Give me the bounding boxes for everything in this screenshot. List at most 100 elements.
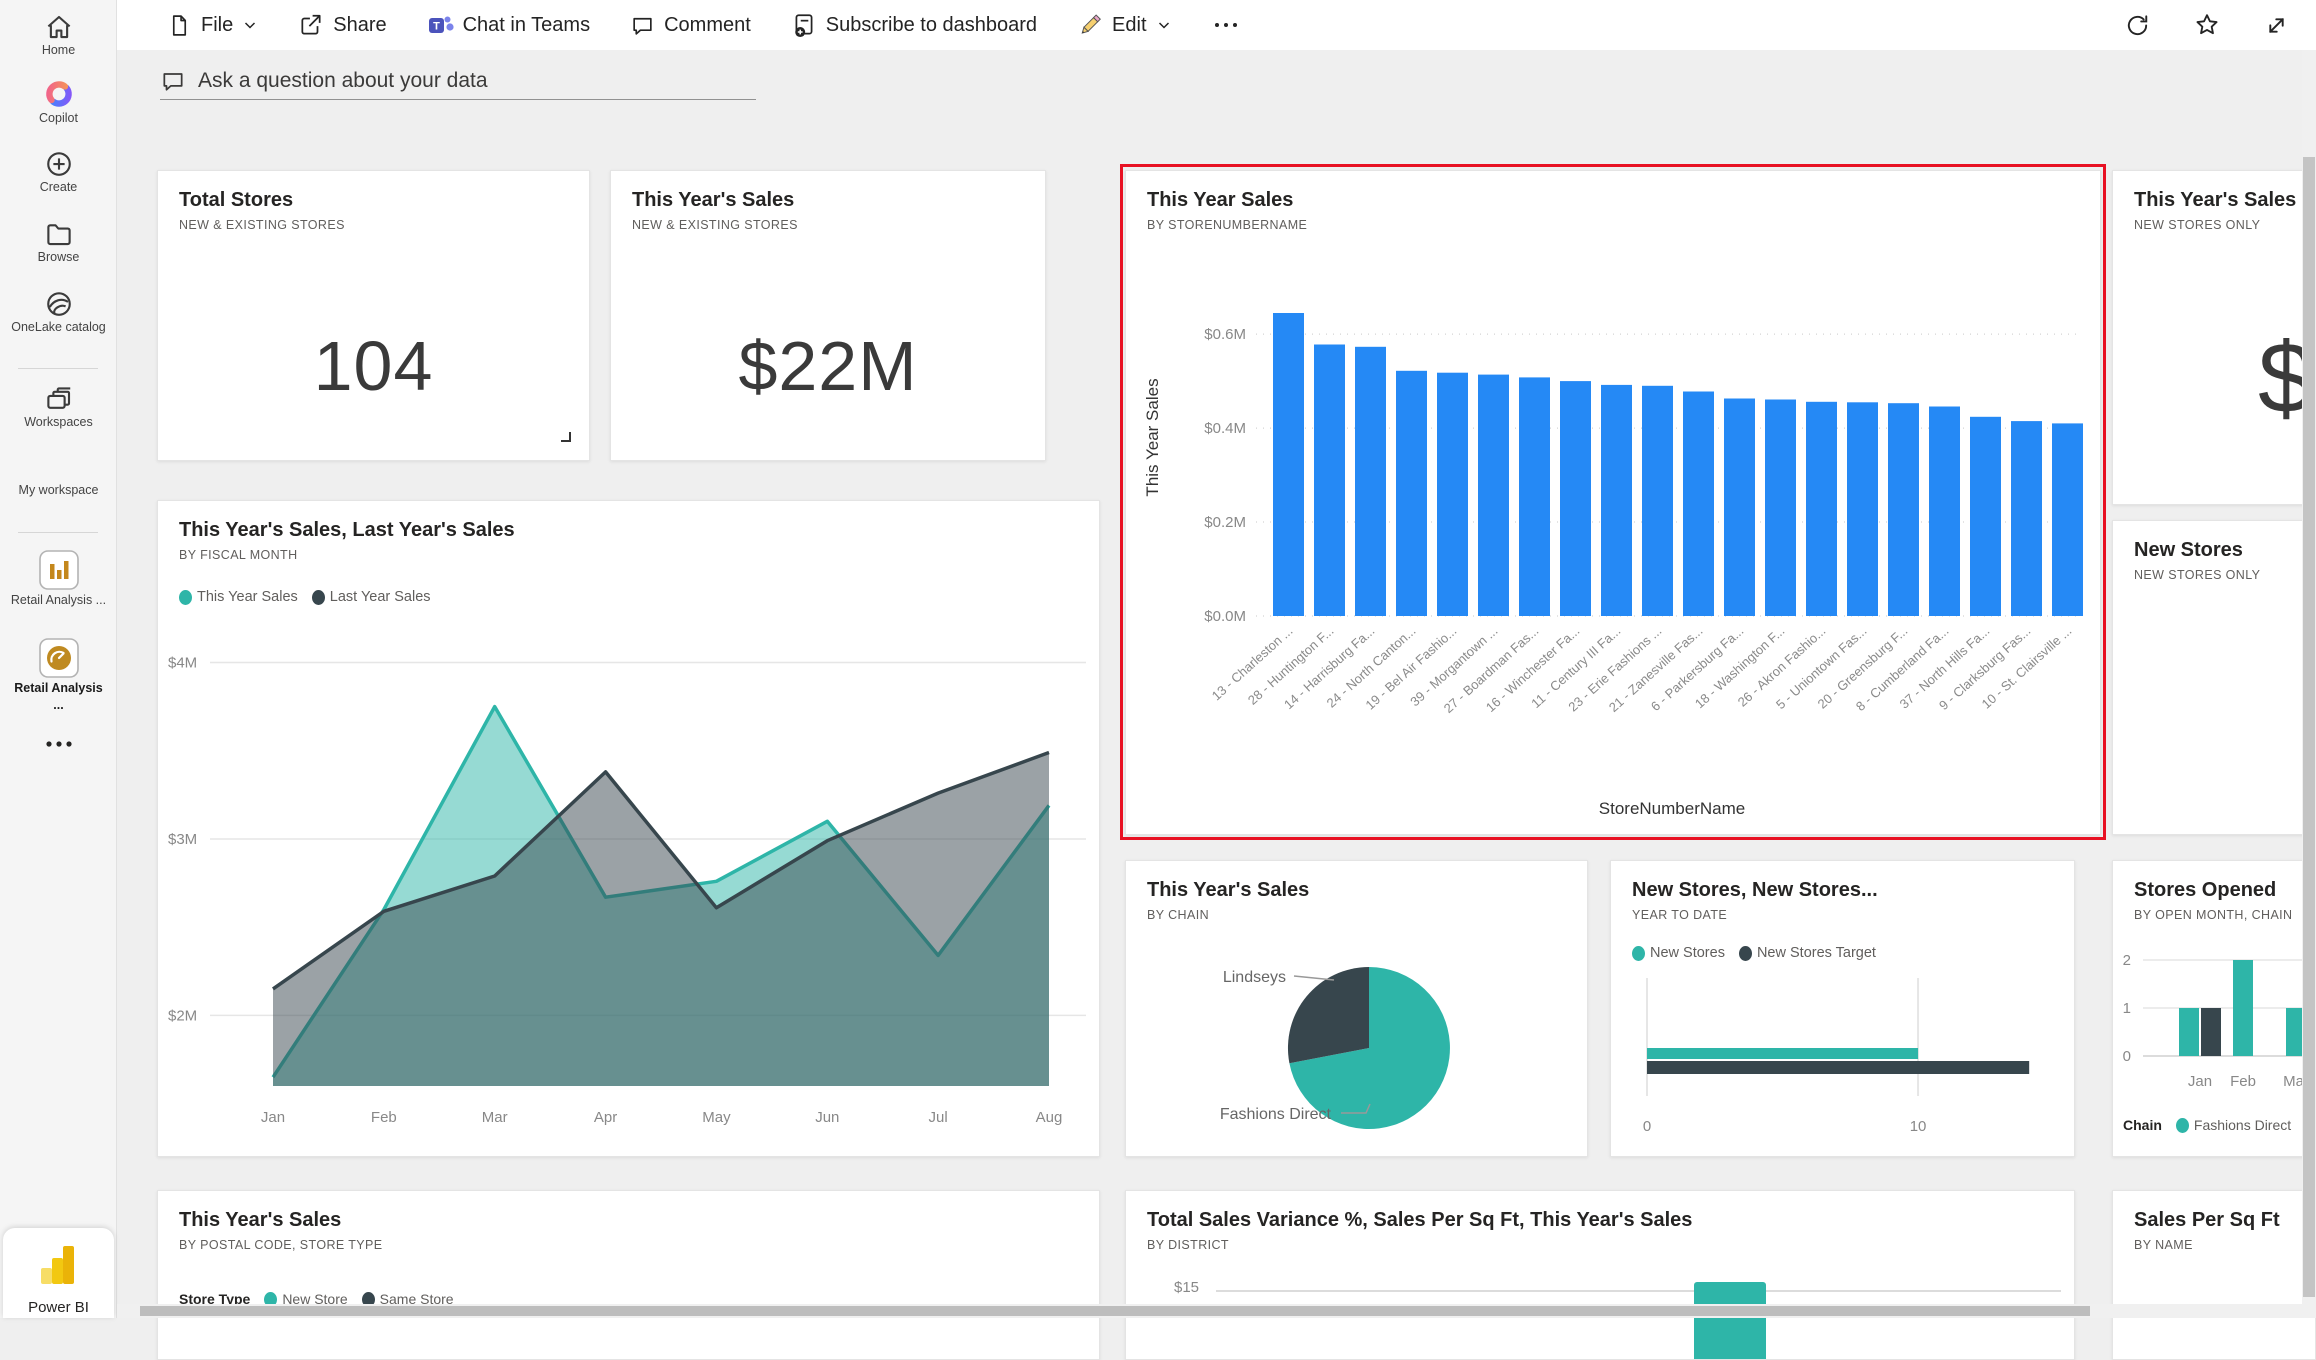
svg-text:Feb: Feb xyxy=(371,1109,397,1126)
qna-input[interactable]: Ask a question about your data xyxy=(160,62,756,100)
power-bi-brand[interactable]: Power BI xyxy=(3,1228,114,1318)
legend-dot-teal xyxy=(1632,946,1645,961)
sidebar-item-label: Retail Analysis ... xyxy=(9,592,109,609)
qna-placeholder: Ask a question about your data xyxy=(198,69,488,93)
subscribe-button[interactable]: Subscribe to dashboard xyxy=(791,12,1037,38)
teams-icon: T xyxy=(427,12,454,39)
tile-total-stores[interactable]: Total Stores NEW & EXISTING STORES 104 xyxy=(157,170,590,461)
sidebar-item-label: My workspace xyxy=(11,482,107,499)
sidebar-item-my-workspace[interactable]: My workspace xyxy=(0,482,117,499)
tile-new-stores-sales-card[interactable]: This Year's Sales NEW STORES ONLY $ xyxy=(2112,170,2316,505)
share-button[interactable]: Share xyxy=(298,12,386,38)
comment-button[interactable]: Comment xyxy=(630,13,751,38)
legend-dot-teal xyxy=(179,590,192,605)
fullscreen-button[interactable] xyxy=(2263,12,2290,39)
tile-chain-pie-chart[interactable]: This Year's Sales BY CHAIN LindseysFashi… xyxy=(1125,860,1588,1157)
tile-store-sales-bar-chart[interactable]: This Year Sales BY STORENUMBERNAME $0.0M… xyxy=(1125,170,2101,835)
browse-icon xyxy=(44,219,74,249)
power-bi-logo xyxy=(33,1238,85,1292)
opened-legend: Chain Fashions Direct xyxy=(2123,1117,2291,1133)
svg-text:$0.2M: $0.2M xyxy=(1204,514,1246,531)
chevron-down-icon xyxy=(1156,17,1172,33)
tile-subtitle: NEW STORES ONLY xyxy=(2134,568,2260,582)
edit-menu-button[interactable]: Edit xyxy=(1077,12,1171,38)
chat-in-teams-button[interactable]: T Chat in Teams xyxy=(427,12,590,39)
sidebar-item-browse[interactable]: Browse xyxy=(0,219,117,266)
svg-text:0: 0 xyxy=(1643,1118,1651,1135)
tile-title: Total Stores xyxy=(179,189,293,212)
sidebar-item-retail-analysis-report[interactable]: Retail Analysis ... xyxy=(0,548,117,609)
tile-sales-per-sqft[interactable]: Sales Per Sq Ft BY NAME xyxy=(2112,1190,2316,1360)
sidebar-item-copilot[interactable]: Copilot xyxy=(0,78,117,127)
legend-label: This Year Sales xyxy=(197,589,298,605)
fiscal-area-chart: $2M$3M$4MJanFebMarAprMayJunJulAug xyxy=(158,616,1100,1151)
district-ytick: $15 xyxy=(1174,1279,1199,1296)
tile-title: Total Sales Variance %, Sales Per Sq Ft,… xyxy=(1147,1209,1692,1232)
copilot-icon xyxy=(43,78,75,110)
vertical-scrollbar-thumb[interactable] xyxy=(2303,157,2315,1297)
sidebar-item-label: OneLake catalog xyxy=(11,319,107,336)
svg-text:This Year Sales: This Year Sales xyxy=(1143,378,1162,496)
nav-divider xyxy=(18,532,98,533)
sidebar-item-label: Workspaces xyxy=(0,414,117,431)
subscribe-icon xyxy=(791,12,817,38)
svg-text:Jan: Jan xyxy=(261,1109,285,1126)
new-stores-bullet-chart: 0 10 xyxy=(1611,966,2075,1157)
horizontal-scrollbar-thumb[interactable] xyxy=(140,1306,2090,1316)
tile-subtitle: BY DISTRICT xyxy=(1147,1238,1229,1252)
tile-this-year-sales-card[interactable]: This Year's Sales NEW & EXISTING STORES … xyxy=(610,170,1046,461)
ytd-legend: New Stores New Stores Target xyxy=(1632,945,1876,961)
legend-label: Fashions Direct xyxy=(2194,1117,2291,1133)
sidebar-more-button[interactable] xyxy=(0,734,117,754)
share-label: Share xyxy=(333,14,386,37)
tile-new-stores-card[interactable]: New Stores NEW STORES ONLY xyxy=(2112,520,2316,835)
vertical-scrollbar[interactable] xyxy=(2302,50,2316,1318)
svg-text:1: 1 xyxy=(2123,1000,2131,1017)
tile-subtitle: BY NAME xyxy=(2134,1238,2193,1252)
svg-text:Jul: Jul xyxy=(929,1109,948,1126)
sidebar-item-onelake[interactable]: OneLake catalog xyxy=(0,289,117,336)
svg-text:$0.6M: $0.6M xyxy=(1204,326,1246,343)
tile-stores-opened-chart[interactable]: Stores Opened BY OPEN MONTH, CHAIN 012Ja… xyxy=(2112,860,2316,1157)
legend-title: Chain xyxy=(2123,1117,2162,1133)
sidebar-item-home[interactable]: Home xyxy=(0,12,117,59)
svg-text:Jun: Jun xyxy=(815,1109,839,1126)
stores-opened-column-chart: 012JanFebMar xyxy=(2113,931,2316,1096)
sidebar-item-label: Browse xyxy=(0,249,117,266)
this-year-sales-value: $22M xyxy=(611,326,1045,406)
legend-label: Last Year Sales xyxy=(330,589,431,605)
chevron-down-icon xyxy=(242,17,258,33)
file-menu-button[interactable]: File xyxy=(167,13,258,38)
tile-title: New Stores, New Stores... xyxy=(1632,879,1878,902)
sidebar-item-workspaces[interactable]: Workspaces xyxy=(0,384,117,431)
power-bi-label: Power BI xyxy=(3,1299,114,1316)
legend-label: New Stores xyxy=(1650,945,1725,961)
svg-text:10: 10 xyxy=(1910,1118,1927,1135)
fiscal-legend: This Year Sales Last Year Sales xyxy=(179,589,431,605)
tile-title: Sales Per Sq Ft xyxy=(2134,1209,2280,1232)
more-options-button[interactable] xyxy=(1212,15,1240,35)
sidebar-item-create[interactable]: Create xyxy=(0,149,117,196)
sidebar-item-retail-analysis-dashboard[interactable]: Retail Analysis ... xyxy=(0,636,117,714)
tile-new-stores-bullet-chart[interactable]: New Stores, New Stores... YEAR TO DATE N… xyxy=(1610,860,2075,1157)
report-icon xyxy=(37,548,81,592)
tile-district-chart[interactable]: Total Sales Variance %, Sales Per Sq Ft,… xyxy=(1125,1190,2075,1360)
tile-subtitle: NEW & EXISTING STORES xyxy=(179,218,345,232)
tile-title: This Year's Sales xyxy=(2134,189,2296,212)
horizontal-scrollbar[interactable] xyxy=(117,1304,2316,1318)
district-bar xyxy=(1694,1282,1766,1360)
svg-text:Apr: Apr xyxy=(594,1109,617,1126)
home-icon xyxy=(44,12,74,42)
refresh-button[interactable] xyxy=(2124,12,2151,39)
tile-title: This Year Sales xyxy=(1147,189,1293,212)
tile-fiscal-area-chart[interactable]: This Year's Sales, Last Year's Sales BY … xyxy=(157,500,1100,1157)
favorite-star-button[interactable] xyxy=(2193,11,2221,39)
share-icon xyxy=(298,12,324,38)
sidebar-item-label: Copilot xyxy=(0,110,117,127)
tile-postal-code-chart[interactable]: This Year's Sales BY POSTAL CODE, STORE … xyxy=(157,1190,1100,1360)
create-icon xyxy=(44,149,74,179)
chain-pie-chart: LindseysFashions Direct xyxy=(1126,861,1588,1157)
star-icon xyxy=(2193,11,2221,39)
resize-grip-icon[interactable] xyxy=(561,432,571,442)
onelake-catalog-icon xyxy=(44,289,74,319)
